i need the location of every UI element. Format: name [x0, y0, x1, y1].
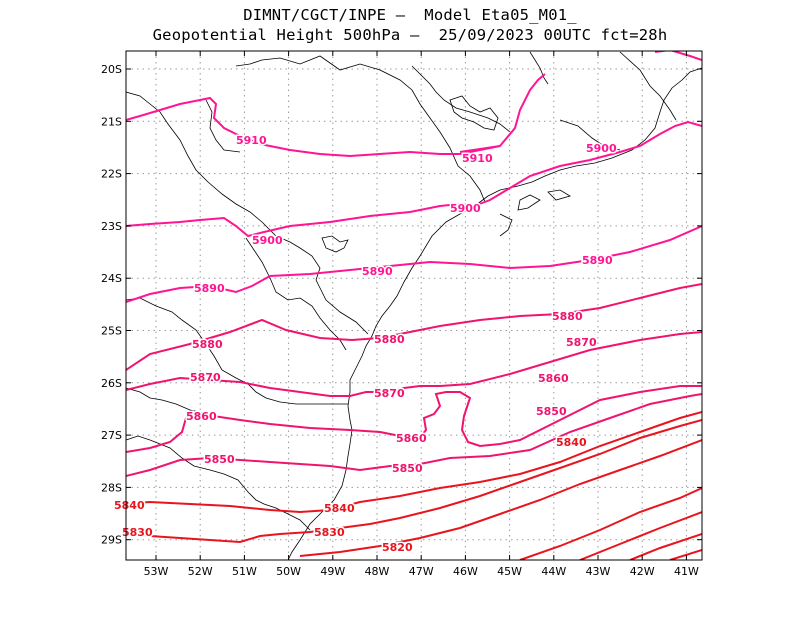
- state-border: [529, 51, 549, 85]
- contour-label: 5870: [374, 387, 405, 400]
- lon-tick-label: 47W: [409, 565, 434, 578]
- contour-label: 5910: [462, 152, 493, 165]
- lat-tick-label: 27S: [101, 429, 122, 442]
- contour-label: 5890: [194, 282, 225, 295]
- country-border: [126, 435, 311, 531]
- lat-tick-label: 20S: [101, 63, 122, 76]
- reservoir: [449, 95, 499, 131]
- contour-5830: [126, 419, 702, 544]
- bay-detail: [499, 189, 571, 237]
- contour-label: 5850: [204, 453, 235, 466]
- state-border: [126, 91, 369, 335]
- contour-label: 5840: [556, 436, 587, 449]
- contour-5870: [126, 331, 702, 397]
- contour-5840: [126, 411, 702, 514]
- title-line-1: DIMNT/CGCT/INPE — Model Eta05_M01_: [243, 6, 577, 24]
- coastline: [287, 67, 702, 560]
- contour-label: 5830: [314, 526, 345, 539]
- title-line-2: Geopotential Height 500hPa — 25/09/2023 …: [152, 26, 668, 44]
- contour-label: 5850: [536, 405, 567, 418]
- lat-lon-grid: [126, 51, 702, 560]
- contour-label: 5840: [114, 499, 145, 512]
- contour-5880: [126, 283, 702, 371]
- lat-tick-label: 21S: [101, 115, 122, 128]
- lat-tick-label: 24S: [101, 272, 122, 285]
- contour-label: 5820: [382, 541, 413, 554]
- lon-tick-label: 42W: [630, 565, 655, 578]
- contour-label: 5860: [396, 432, 427, 445]
- lat-tick-label: 25S: [101, 325, 122, 338]
- country-border: [245, 237, 347, 351]
- lon-tick-label: 46W: [453, 565, 478, 578]
- state-border: [235, 55, 486, 203]
- lon-tick-label: 43W: [586, 565, 611, 578]
- contour-5900-north: [654, 51, 702, 61]
- contour-5910-east: [459, 73, 546, 153]
- contour-label: 5880: [192, 338, 223, 351]
- lon-tick-label: 50W: [276, 565, 301, 578]
- country-border: [126, 297, 348, 405]
- coastline-and-borders: [126, 51, 702, 560]
- contour-5850: [126, 393, 702, 477]
- lon-tick-label: 52W: [188, 565, 213, 578]
- contour-5800: [579, 511, 702, 560]
- state-border: [205, 99, 241, 153]
- lat-tick-label: 28S: [101, 481, 122, 494]
- contour-label: 5900: [252, 234, 283, 247]
- map-frame: [125, 50, 703, 561]
- lat-tick-label: 22S: [101, 168, 122, 181]
- contour-label: 5890: [362, 265, 393, 278]
- contour-label: 5880: [552, 310, 583, 323]
- contour-label: 5870: [566, 336, 597, 349]
- contour-label: 5900: [450, 202, 481, 215]
- contour-label: 5900: [586, 142, 617, 155]
- lon-tick-label: 44W: [541, 565, 566, 578]
- contour-5860: [126, 385, 702, 453]
- state-border: [559, 119, 621, 151]
- geopotential-contours: [126, 51, 702, 560]
- lon-tick-label: 41W: [674, 565, 699, 578]
- lon-tick-label: 53W: [144, 565, 169, 578]
- contour-5820: [299, 439, 702, 557]
- contour-5790: [629, 533, 702, 560]
- lon-tick-label: 48W: [365, 565, 390, 578]
- contour-5810: [519, 487, 702, 560]
- contour-5900: [126, 120, 702, 238]
- reservoir: [321, 235, 349, 253]
- contour-5890: [126, 225, 702, 303]
- lon-tick-label: 49W: [320, 565, 345, 578]
- state-border: [411, 65, 511, 133]
- contour-5910-west: [126, 96, 501, 158]
- contour-label: 5850: [392, 462, 423, 475]
- contour-label: 5830: [122, 526, 153, 539]
- state-border: [619, 51, 677, 121]
- lon-tick-label: 45W: [497, 565, 522, 578]
- contour-label: 5910: [236, 134, 267, 147]
- lat-tick-label: 23S: [101, 220, 122, 233]
- contour-label: 5890: [582, 254, 613, 267]
- lon-tick-label: 51W: [232, 565, 257, 578]
- contour-label: 5840: [324, 502, 355, 515]
- contour-label: 5860: [538, 372, 569, 385]
- contour-label: 5870: [190, 371, 221, 384]
- lat-tick-label: 26S: [101, 377, 122, 390]
- lat-tick-label: 29S: [101, 534, 122, 547]
- contour-label: 5880: [374, 333, 405, 346]
- contour-label: 5860: [186, 410, 217, 423]
